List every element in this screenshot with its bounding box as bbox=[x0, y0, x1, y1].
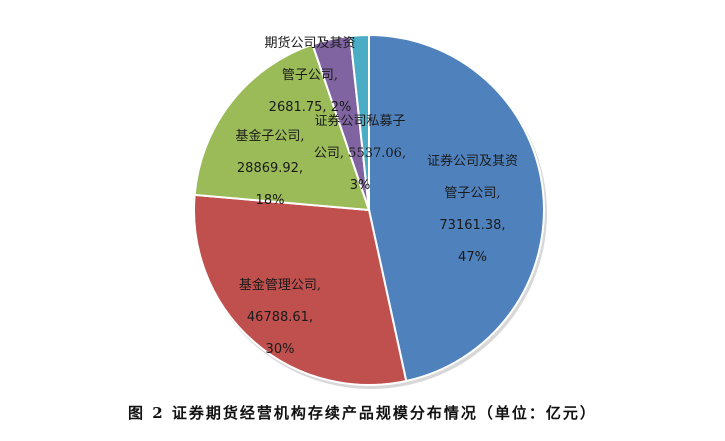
slice-futures bbox=[349, 33, 370, 211]
label-fund-sub-pct: 18% bbox=[255, 193, 285, 208]
label-futures-value: 2681.75, 2% bbox=[268, 100, 352, 115]
label-fund-sub-value: 28869.92, bbox=[236, 161, 304, 176]
label-futures-name2: 管子公司, bbox=[281, 68, 339, 83]
label-fund-mgmt-value: 46788.61, bbox=[246, 310, 314, 325]
label-sec-private-pct: 3% bbox=[349, 178, 371, 193]
label-securities-name2: 管子公司, bbox=[444, 186, 501, 201]
label-securities-pct: 47% bbox=[458, 250, 487, 265]
slice-fund-mgmt bbox=[193, 193, 408, 386]
label-fund-sub: 基金子公司, 28869.92, 18% bbox=[225, 113, 315, 225]
label-futures: 期货公司及其资 管子公司, 2681.75, 2% bbox=[245, 20, 375, 132]
label-sec-private-name: 证券公司私募子 bbox=[314, 114, 406, 129]
slice-securities bbox=[368, 33, 545, 383]
figure-caption: 图 2 证券期货经营机构存续产品规模分布情况（单位：亿元） bbox=[128, 404, 597, 422]
label-securities-value: 73161.38, bbox=[439, 218, 506, 233]
label-fund-mgmt: 基金管理公司, 46788.61, 30% bbox=[220, 262, 340, 374]
label-futures-name1: 期货公司及其资 bbox=[264, 36, 356, 51]
label-fund-mgmt-name: 基金管理公司, bbox=[238, 278, 322, 293]
label-securities-name1: 证券公司及其资 bbox=[426, 154, 518, 169]
label-sec-private: 证券公司私募子 公司, 5537.06, 3% bbox=[305, 98, 415, 210]
label-fund-sub-name: 基金子公司, bbox=[235, 129, 305, 144]
label-fund-mgmt-pct: 30% bbox=[265, 342, 295, 357]
slice-fund-sub bbox=[193, 43, 371, 212]
label-sec-private-value: 公司, 5537.06, bbox=[313, 146, 407, 161]
label-securities: 证券公司及其资 管子公司, 73161.38, 47% bbox=[405, 138, 540, 282]
